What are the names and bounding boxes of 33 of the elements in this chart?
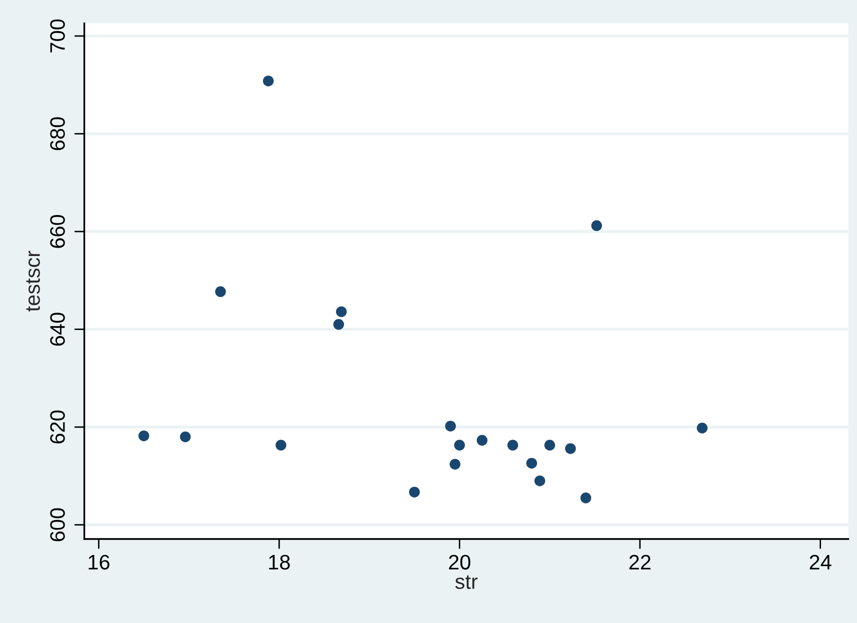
point <box>454 440 465 451</box>
point <box>276 440 286 451</box>
y-tick-label: 680 <box>50 117 65 150</box>
point <box>565 443 576 454</box>
point <box>526 458 538 469</box>
point <box>534 475 546 486</box>
point <box>591 220 602 232</box>
y-tick-label: 660 <box>50 214 65 248</box>
x-tick-label: 16 <box>88 554 110 570</box>
point <box>336 306 347 318</box>
point <box>215 286 226 298</box>
x-tick-label: 18 <box>269 554 290 570</box>
x-tick-label: 24 <box>810 554 832 570</box>
x-axis-title: str <box>455 575 478 589</box>
point <box>180 431 191 442</box>
x-tick-label: 20 <box>449 554 470 570</box>
x-tick-label: 22 <box>629 554 650 570</box>
y-tick-label: 600 <box>50 508 65 542</box>
point <box>476 434 488 446</box>
point <box>507 440 518 451</box>
point <box>696 422 708 434</box>
point <box>138 430 150 442</box>
point <box>445 420 456 432</box>
point <box>409 486 420 498</box>
point <box>580 492 592 504</box>
point <box>544 440 556 451</box>
y-tick-label: 700 <box>50 19 65 52</box>
y-tick-label: 620 <box>50 410 65 444</box>
point <box>450 458 460 470</box>
y-tick-label: 640 <box>50 312 65 346</box>
point <box>333 319 344 330</box>
y-axis-title: testscr <box>26 250 40 312</box>
point <box>262 76 274 86</box>
